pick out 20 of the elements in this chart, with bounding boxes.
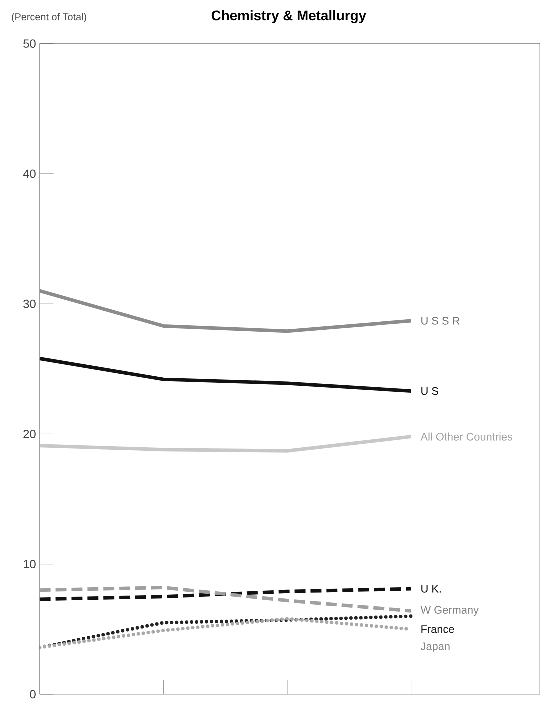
line-series <box>40 435 414 453</box>
y-tick-label: 10 <box>24 560 36 569</box>
line-series <box>40 289 414 334</box>
series-label: U S <box>422 387 438 396</box>
line-series <box>40 586 414 613</box>
series-label: Japan <box>420 642 450 653</box>
series-label: W Germany <box>420 606 479 616</box>
y-tick-label: 40 <box>23 170 36 178</box>
y-tick-label: 20 <box>24 430 36 438</box>
y-tick-label: 0 <box>30 690 36 699</box>
y-tick-label: 30 <box>24 300 36 308</box>
y-tick-label: 50 <box>24 40 36 48</box>
series-label: France <box>422 626 454 634</box>
line-series <box>40 587 414 602</box>
series-label: U K. <box>422 585 441 593</box>
chart-title: Chemistry & Metallurgy <box>212 10 366 24</box>
series-label: All Other Countries <box>420 432 513 441</box>
y-axis-title: (Percent of Total) <box>12 13 86 23</box>
line-series <box>40 356 414 394</box>
series-label: U S S R <box>422 317 460 325</box>
